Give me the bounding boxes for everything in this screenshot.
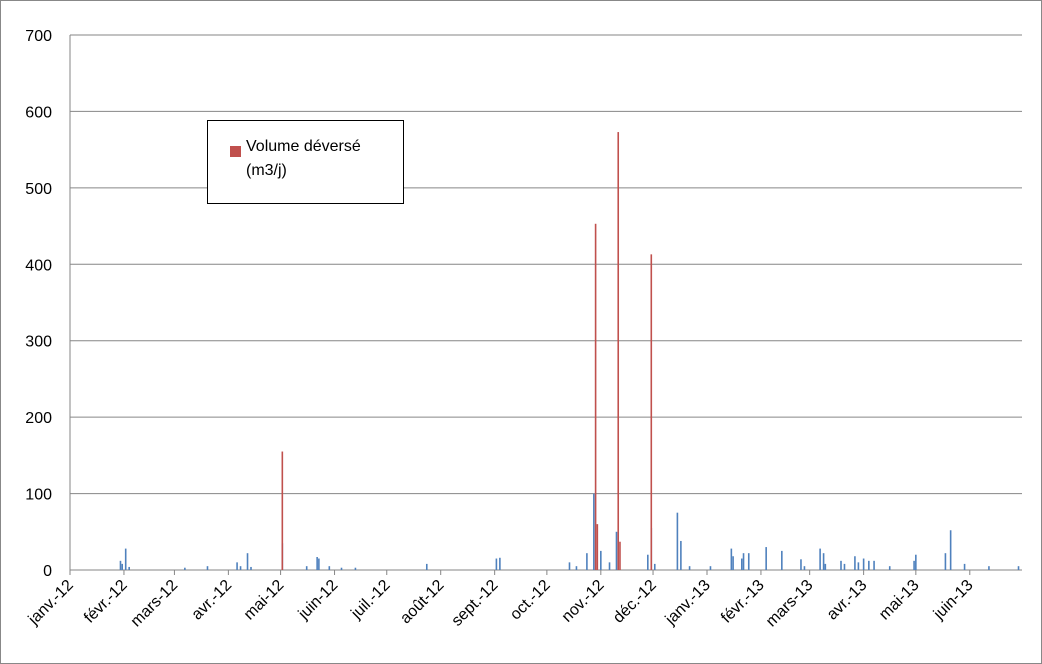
bar <box>963 563 966 570</box>
bar <box>862 558 865 570</box>
bar <box>568 562 571 570</box>
bar <box>281 451 284 570</box>
bar <box>742 553 745 570</box>
legend-label: Volume déversé (m3/j) <box>246 138 361 179</box>
bar <box>328 566 331 570</box>
bar <box>615 531 618 570</box>
bar <box>730 548 733 570</box>
bar <box>318 558 320 570</box>
bar <box>600 550 602 570</box>
bar <box>119 560 122 570</box>
bar <box>340 567 343 570</box>
legend-swatch <box>230 146 241 157</box>
bar <box>824 563 827 570</box>
y-tick-label: 500 <box>25 181 52 198</box>
bar <box>913 560 915 570</box>
bar <box>688 566 691 570</box>
bar <box>499 557 501 570</box>
bar <box>868 560 870 570</box>
bar <box>121 563 124 570</box>
bar <box>800 559 802 570</box>
bar <box>608 562 611 570</box>
bar <box>988 566 990 570</box>
bar <box>236 562 238 570</box>
bar <box>250 566 252 570</box>
bar <box>239 566 242 570</box>
y-tick-label: 400 <box>25 257 52 274</box>
bar <box>819 548 821 570</box>
bar <box>747 553 750 570</box>
bar <box>425 563 428 570</box>
bar <box>857 562 860 570</box>
bar <box>650 254 653 570</box>
bar <box>740 558 743 570</box>
bar <box>915 554 917 570</box>
bar <box>596 524 599 570</box>
bar <box>206 566 209 570</box>
bar <box>843 563 846 570</box>
bar <box>619 541 621 570</box>
bar <box>803 566 806 570</box>
bar <box>316 557 318 570</box>
bar <box>593 493 595 570</box>
bar <box>586 553 588 570</box>
bar <box>1017 566 1020 570</box>
bar <box>676 512 679 570</box>
bar <box>354 567 357 570</box>
bar <box>949 530 952 570</box>
bar <box>184 567 186 570</box>
bar <box>822 553 825 570</box>
legend: Volume déversé (m3/j) <box>207 120 404 204</box>
bar <box>765 547 767 570</box>
bar <box>594 223 597 570</box>
bar <box>709 566 712 570</box>
bar <box>854 556 856 570</box>
bar <box>246 553 249 570</box>
bar <box>124 548 127 570</box>
bar <box>680 540 682 570</box>
bar <box>781 550 783 570</box>
bar <box>888 566 891 570</box>
y-tick-label: 200 <box>25 410 52 427</box>
y-tick-label: 300 <box>25 334 52 351</box>
bar <box>575 566 578 570</box>
bar <box>617 132 620 571</box>
bar <box>873 560 875 570</box>
bar <box>305 566 308 570</box>
bar <box>944 553 947 570</box>
y-tick-label: 100 <box>25 487 52 504</box>
y-tick-label: 700 <box>25 28 52 45</box>
bar <box>128 566 130 570</box>
bar <box>647 554 649 570</box>
bar <box>732 556 734 570</box>
bar <box>495 558 498 570</box>
y-tick-label: 600 <box>25 104 52 121</box>
bar <box>653 563 656 570</box>
bar <box>840 560 842 570</box>
y-tick-label: 0 <box>43 563 52 580</box>
